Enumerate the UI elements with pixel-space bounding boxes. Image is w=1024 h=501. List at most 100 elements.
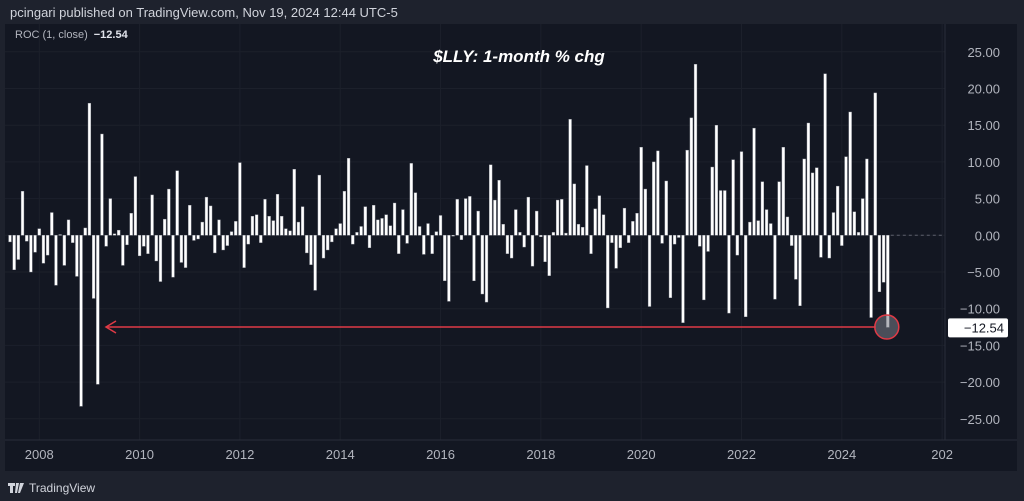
bar [150, 194, 154, 236]
bar [706, 235, 710, 252]
bar [301, 206, 305, 236]
bar [351, 235, 355, 245]
bar [635, 213, 639, 236]
bar [585, 165, 589, 236]
bar [739, 151, 744, 236]
x-tick-label: 2018 [526, 447, 555, 462]
bar [422, 235, 426, 255]
y-tick-label: 0.00 [975, 228, 1000, 243]
x-tick-label: 2012 [225, 447, 254, 462]
bar [388, 225, 392, 236]
bar [133, 176, 137, 236]
bar [250, 216, 255, 236]
bar [62, 235, 66, 266]
bar [409, 163, 413, 236]
bar [869, 235, 873, 318]
bar [760, 181, 764, 236]
bar [71, 235, 75, 243]
bar [292, 169, 296, 236]
bar [806, 122, 810, 236]
tradingview-logo[interactable]: TradingView [8, 481, 95, 495]
bar [484, 235, 489, 303]
bar [547, 235, 551, 276]
bar [447, 235, 451, 302]
bar [543, 235, 547, 262]
indicator-value: −12.54 [93, 29, 128, 41]
indicator-legend[interactable]: ROC (1, close) −12.54 [15, 29, 128, 41]
y-tick-label: 10.00 [967, 155, 1000, 170]
brand-name: TradingView [29, 481, 96, 495]
bar [142, 235, 146, 247]
bar [748, 221, 752, 236]
bar [815, 167, 819, 236]
price-axis-bg[interactable] [945, 24, 1017, 440]
bar [769, 223, 773, 236]
y-tick-label: −10.00 [960, 302, 1000, 317]
bar [627, 235, 631, 243]
publish-info: pcingari published on TradingView.com, N… [10, 5, 398, 20]
bar [555, 199, 560, 236]
bar [217, 219, 221, 236]
bar [647, 235, 652, 307]
bar [41, 235, 46, 264]
bar [413, 192, 418, 236]
bar [112, 233, 117, 236]
bar [255, 214, 259, 236]
bar [576, 224, 581, 236]
bar [96, 235, 100, 385]
x-tick-label: 2010 [125, 447, 154, 462]
bar [430, 235, 434, 254]
time-axis: 2008 2010 2012 2014 2016 2018 2020 2022 2024 202 [5, 439, 1017, 462]
y-tick-label: 15.00 [967, 118, 1000, 133]
bar [426, 223, 430, 236]
bar [213, 235, 217, 254]
bar [790, 235, 794, 246]
indicator-name: ROC (1, close) [15, 29, 88, 41]
bar [355, 232, 359, 236]
bar [326, 235, 330, 251]
bar [37, 228, 41, 236]
bar [46, 235, 50, 256]
bar [877, 235, 882, 293]
bar [472, 235, 476, 282]
bar [401, 209, 405, 236]
bar [710, 166, 714, 236]
bar [643, 188, 647, 236]
bar [622, 207, 627, 236]
bar [489, 164, 493, 236]
y-tick-label: −5.00 [967, 265, 1000, 280]
bar [204, 196, 209, 236]
y-tick-label: −20.00 [960, 375, 1000, 390]
bar [263, 199, 267, 236]
bar [209, 205, 213, 236]
bar [677, 235, 681, 238]
bar [501, 224, 505, 236]
bar [79, 235, 83, 407]
bar [773, 235, 777, 300]
bar [551, 232, 555, 236]
bar [108, 198, 112, 236]
bar [852, 211, 856, 236]
bar [104, 235, 108, 247]
bar [305, 235, 309, 254]
bar [597, 195, 601, 236]
bar [175, 170, 179, 236]
bar [702, 235, 706, 301]
bar [271, 220, 275, 236]
bar [221, 235, 225, 251]
bar [510, 235, 514, 259]
bar [631, 221, 635, 236]
bar [476, 210, 480, 236]
bar [744, 235, 748, 317]
bar [167, 188, 171, 236]
last-value-label: −12.54 [964, 320, 1004, 335]
bar [593, 208, 597, 236]
bar [455, 199, 459, 236]
bar [618, 235, 622, 248]
bar [242, 235, 246, 268]
bar [229, 231, 234, 236]
bar [827, 235, 831, 259]
bar [886, 235, 890, 328]
chart-title: $LLY: 1-month % chg [432, 47, 605, 66]
